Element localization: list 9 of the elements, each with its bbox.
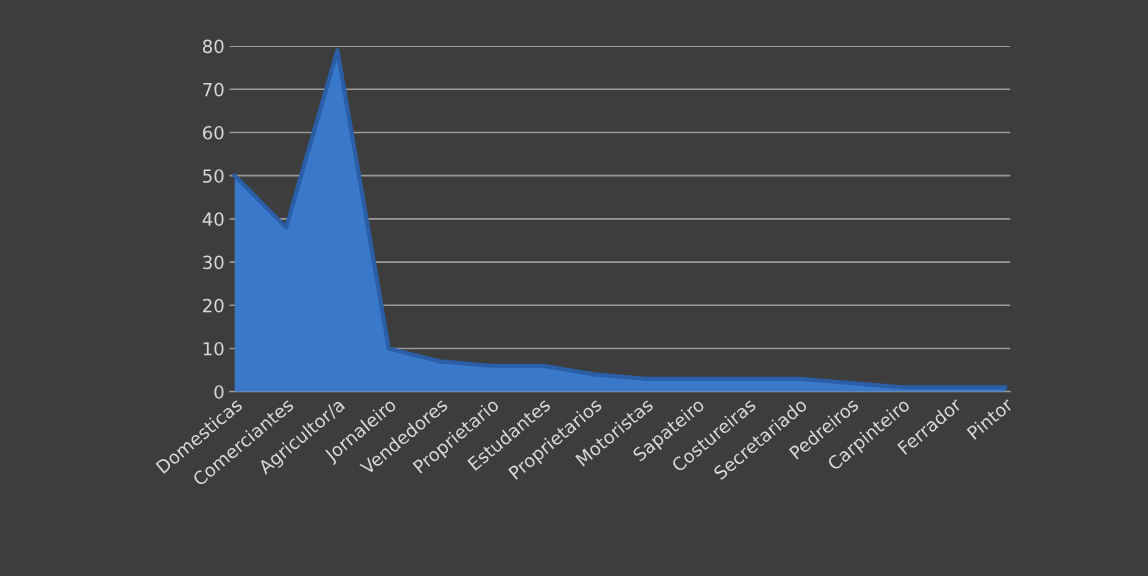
y-tick-label: 40: [202, 212, 224, 226]
y-tick-label: 50: [203, 169, 224, 183]
y-tick-label: 30: [203, 255, 224, 270]
y-tick-label: 0: [214, 385, 224, 399]
y-tick-label: 20: [203, 298, 224, 313]
y-tick-label: 60: [203, 125, 224, 140]
y-tick-label: 10: [203, 341, 224, 356]
y-tick-label: 70: [203, 82, 224, 97]
y-tick-label: 80: [202, 39, 224, 54]
